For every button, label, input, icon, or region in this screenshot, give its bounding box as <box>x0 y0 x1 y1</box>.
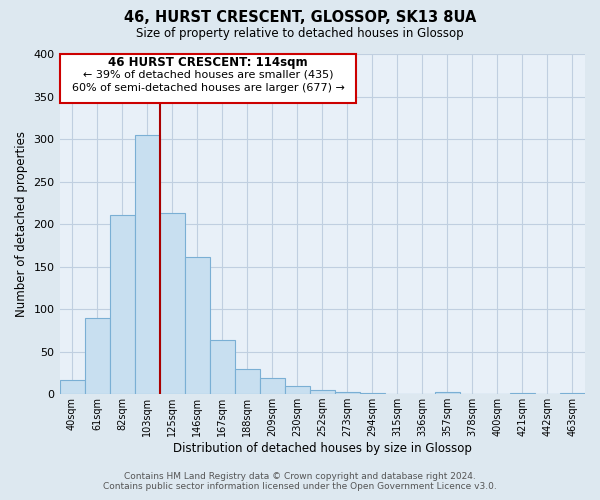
Y-axis label: Number of detached properties: Number of detached properties <box>15 131 28 317</box>
Bar <box>160 213 185 394</box>
Text: 46 HURST CRESCENT: 114sqm: 46 HURST CRESCENT: 114sqm <box>108 56 308 68</box>
Bar <box>285 386 310 394</box>
Bar <box>134 135 160 394</box>
Text: Contains HM Land Registry data © Crown copyright and database right 2024.: Contains HM Land Registry data © Crown c… <box>124 472 476 481</box>
FancyBboxPatch shape <box>59 54 356 104</box>
Bar <box>59 380 85 394</box>
Text: ← 39% of detached houses are smaller (435): ← 39% of detached houses are smaller (43… <box>83 70 333 80</box>
Bar <box>209 340 235 394</box>
Bar <box>435 392 460 394</box>
Bar <box>185 257 209 394</box>
Text: 60% of semi-detached houses are larger (677) →: 60% of semi-detached houses are larger (… <box>71 83 344 93</box>
Bar <box>110 214 134 394</box>
Bar <box>85 318 110 394</box>
Bar <box>335 392 360 394</box>
Text: Contains public sector information licensed under the Open Government Licence v3: Contains public sector information licen… <box>103 482 497 491</box>
Bar <box>235 368 260 394</box>
Text: Size of property relative to detached houses in Glossop: Size of property relative to detached ho… <box>136 28 464 40</box>
Text: 46, HURST CRESCENT, GLOSSOP, SK13 8UA: 46, HURST CRESCENT, GLOSSOP, SK13 8UA <box>124 10 476 25</box>
Bar <box>310 390 335 394</box>
Bar <box>260 378 285 394</box>
X-axis label: Distribution of detached houses by size in Glossop: Distribution of detached houses by size … <box>173 442 472 455</box>
